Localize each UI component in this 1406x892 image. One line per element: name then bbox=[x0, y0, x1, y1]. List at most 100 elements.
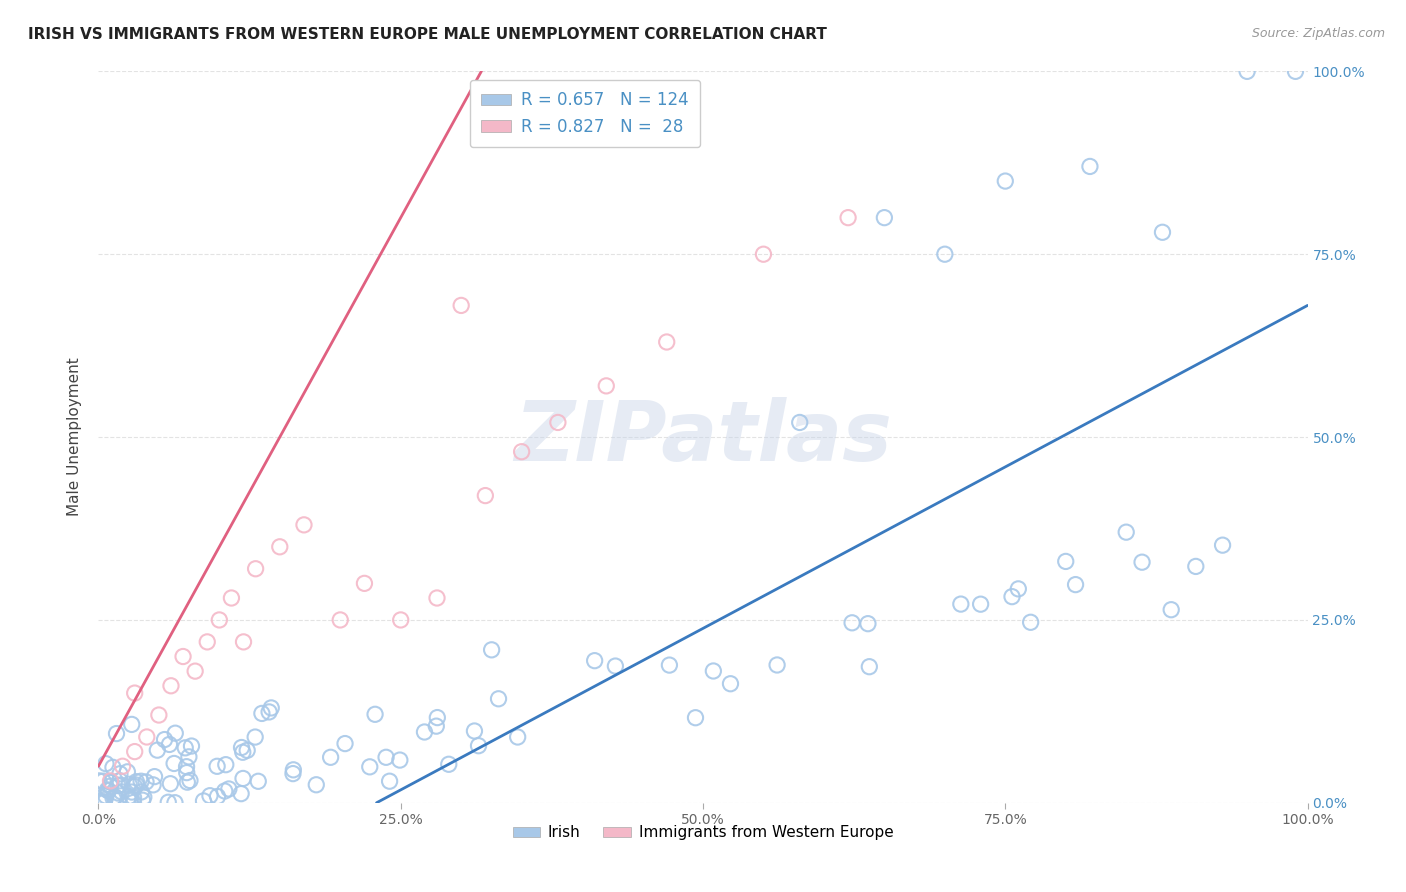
Point bbox=[117, 764, 139, 779]
Point bbox=[97, 783, 120, 797]
Point bbox=[118, 789, 141, 804]
Point bbox=[174, 740, 197, 755]
Point bbox=[488, 691, 510, 706]
Point bbox=[766, 657, 789, 672]
Point bbox=[125, 778, 148, 792]
Point bbox=[176, 775, 198, 789]
Point bbox=[111, 759, 134, 773]
Point bbox=[281, 766, 304, 780]
Point bbox=[547, 416, 569, 430]
Point bbox=[160, 679, 183, 693]
Point bbox=[89, 795, 111, 809]
Point bbox=[218, 782, 240, 797]
Point bbox=[90, 790, 112, 805]
Point bbox=[101, 760, 124, 774]
Point bbox=[107, 793, 129, 807]
Point bbox=[231, 740, 253, 755]
Point bbox=[124, 745, 146, 759]
Point bbox=[934, 247, 956, 261]
Point bbox=[426, 710, 449, 724]
Point bbox=[131, 793, 153, 807]
Point bbox=[94, 756, 117, 771]
Point bbox=[221, 591, 243, 605]
Point bbox=[463, 724, 485, 739]
Point bbox=[93, 796, 115, 810]
Point bbox=[949, 597, 972, 611]
Point bbox=[94, 789, 117, 803]
Point bbox=[176, 760, 198, 774]
Point bbox=[100, 773, 122, 788]
Point bbox=[1007, 582, 1029, 596]
Point bbox=[124, 686, 146, 700]
Point bbox=[994, 174, 1017, 188]
Point bbox=[108, 778, 131, 792]
Point bbox=[389, 613, 412, 627]
Y-axis label: Male Unemployment: Male Unemployment bbox=[67, 358, 83, 516]
Point bbox=[658, 658, 681, 673]
Point bbox=[104, 790, 127, 805]
Point bbox=[1152, 225, 1174, 239]
Point bbox=[98, 779, 121, 793]
Point bbox=[142, 778, 165, 792]
Point bbox=[858, 659, 880, 673]
Point bbox=[163, 796, 186, 810]
Point bbox=[243, 730, 266, 744]
Point bbox=[177, 749, 200, 764]
Point bbox=[375, 750, 398, 764]
Point bbox=[873, 211, 896, 225]
Point bbox=[856, 616, 879, 631]
Point bbox=[269, 540, 291, 554]
Point bbox=[1115, 525, 1137, 540]
Point bbox=[157, 795, 180, 809]
Point bbox=[94, 792, 117, 806]
Point bbox=[100, 775, 122, 789]
Point bbox=[121, 785, 143, 799]
Point bbox=[319, 750, 342, 764]
Point bbox=[426, 591, 449, 605]
Point bbox=[184, 664, 207, 678]
Point bbox=[292, 517, 315, 532]
Point bbox=[1001, 590, 1024, 604]
Point bbox=[107, 779, 129, 793]
Point bbox=[195, 635, 218, 649]
Point bbox=[129, 774, 152, 789]
Point bbox=[87, 773, 110, 788]
Point bbox=[467, 739, 489, 753]
Point bbox=[474, 489, 496, 503]
Point bbox=[1236, 64, 1258, 78]
Point bbox=[364, 707, 387, 722]
Point bbox=[257, 705, 280, 719]
Point bbox=[159, 777, 181, 791]
Point bbox=[122, 790, 145, 805]
Point bbox=[506, 730, 529, 744]
Point bbox=[229, 787, 252, 801]
Point bbox=[132, 790, 155, 805]
Point bbox=[595, 379, 617, 393]
Point bbox=[359, 760, 381, 774]
Point bbox=[260, 701, 283, 715]
Point bbox=[1054, 554, 1077, 568]
Point bbox=[125, 774, 148, 789]
Legend: Irish, Immigrants from Western Europe: Irish, Immigrants from Western Europe bbox=[506, 819, 900, 847]
Point bbox=[214, 784, 236, 798]
Point bbox=[1130, 555, 1153, 569]
Point bbox=[250, 706, 273, 721]
Point bbox=[208, 613, 231, 627]
Point bbox=[1064, 577, 1087, 591]
Point bbox=[388, 753, 411, 767]
Point bbox=[378, 774, 401, 789]
Text: IRISH VS IMMIGRANTS FROM WESTERN EUROPE MALE UNEMPLOYMENT CORRELATION CHART: IRISH VS IMMIGRANTS FROM WESTERN EUROPE … bbox=[28, 27, 827, 42]
Point bbox=[245, 562, 267, 576]
Point bbox=[104, 789, 127, 804]
Point bbox=[329, 613, 352, 627]
Point bbox=[1185, 559, 1208, 574]
Point bbox=[413, 725, 436, 739]
Point bbox=[131, 785, 153, 799]
Point bbox=[135, 730, 157, 744]
Point bbox=[752, 247, 775, 261]
Point bbox=[232, 635, 254, 649]
Point bbox=[108, 773, 131, 788]
Point bbox=[198, 789, 221, 803]
Point bbox=[110, 785, 132, 799]
Point bbox=[105, 726, 128, 740]
